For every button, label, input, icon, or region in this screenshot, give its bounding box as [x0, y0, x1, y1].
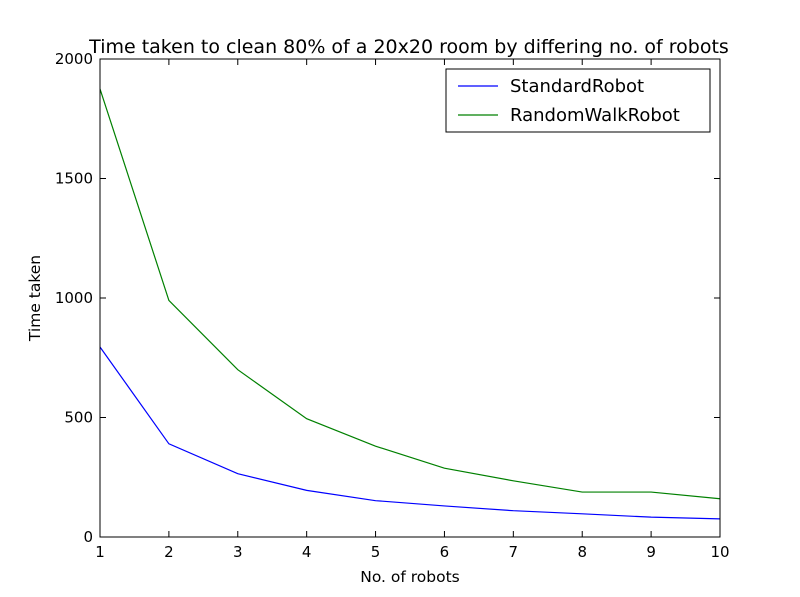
- x-tick-label: 3: [233, 543, 243, 561]
- x-tick-label: 5: [371, 543, 381, 561]
- plot-frame: [99, 58, 721, 538]
- y-tick-label: 0: [83, 528, 93, 546]
- legend-label-standard-robot: StandardRobot: [510, 76, 644, 97]
- y-tick-label: 2000: [55, 50, 93, 68]
- legend: StandardRobot RandomWalkRobot: [445, 68, 711, 133]
- legend-label-random-walk-robot: RandomWalkRobot: [510, 105, 680, 126]
- x-tick-label: 7: [509, 543, 519, 561]
- x-tick-label: 4: [302, 543, 312, 561]
- y-axis-label: Time taken: [26, 255, 44, 342]
- x-tick-label: 8: [577, 543, 587, 561]
- x-tick-label: 2: [164, 543, 174, 561]
- plot-lines: [99, 88, 721, 520]
- x-tick-label: 10: [710, 543, 729, 561]
- y-tick-label: 1000: [55, 289, 93, 307]
- x-tick-label: 9: [646, 543, 656, 561]
- y-tick-label: 500: [64, 409, 93, 427]
- series-line-standard-robot: [99, 346, 721, 520]
- legend-box: [445, 68, 711, 133]
- x-tick-label: 1: [95, 543, 105, 561]
- y-tick-label: 1500: [55, 170, 93, 188]
- series-line-random-walk-robot: [99, 88, 721, 500]
- chart-title: Time taken to clean 80% of a 20x20 room …: [88, 36, 729, 58]
- x-tick-label: 6: [440, 543, 450, 561]
- x-axis-label: No. of robots: [360, 568, 460, 586]
